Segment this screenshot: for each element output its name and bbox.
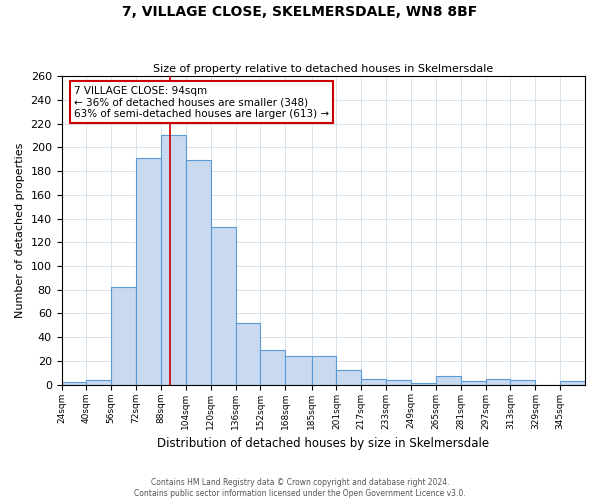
Text: Contains HM Land Registry data © Crown copyright and database right 2024.
Contai: Contains HM Land Registry data © Crown c… (134, 478, 466, 498)
Bar (211, 227, 236, 384)
Bar (161, 136, 186, 384)
Bar (511, 380, 535, 384)
Bar (485, 378, 511, 384)
Y-axis label: Number of detached properties: Number of detached properties (15, 142, 25, 318)
Bar (111, 288, 136, 384)
Bar (186, 160, 211, 384)
Bar (136, 158, 161, 384)
Title: Size of property relative to detached houses in Skelmersdale: Size of property relative to detached ho… (153, 64, 493, 74)
Bar (436, 376, 461, 384)
Bar (461, 381, 485, 384)
Bar (86, 380, 111, 384)
Bar (236, 323, 260, 384)
Bar (260, 350, 285, 384)
Bar (361, 378, 386, 384)
Bar (386, 380, 411, 384)
Text: 7 VILLAGE CLOSE: 94sqm
← 36% of detached houses are smaller (348)
63% of semi-de: 7 VILLAGE CLOSE: 94sqm ← 36% of detached… (74, 86, 329, 119)
Bar (311, 356, 337, 384)
Bar (62, 382, 86, 384)
Bar (285, 356, 311, 384)
Bar (337, 370, 361, 384)
Bar (560, 381, 585, 384)
Text: 7, VILLAGE CLOSE, SKELMERSDALE, WN8 8BF: 7, VILLAGE CLOSE, SKELMERSDALE, WN8 8BF (122, 5, 478, 19)
X-axis label: Distribution of detached houses by size in Skelmersdale: Distribution of detached houses by size … (157, 437, 490, 450)
